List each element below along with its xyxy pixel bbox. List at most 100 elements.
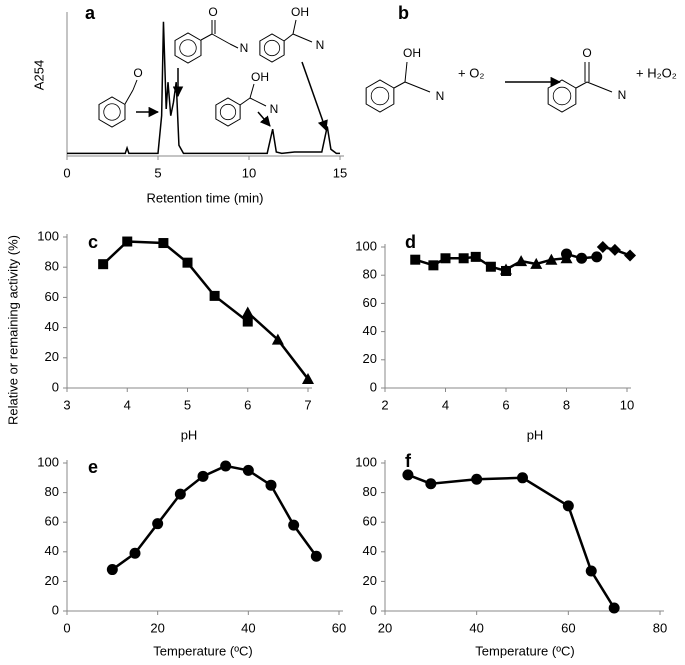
x-tick-label: 8 xyxy=(563,397,570,412)
marker xyxy=(517,472,528,484)
y-tick-label: 80 xyxy=(45,484,59,499)
panel-label: a xyxy=(85,3,96,23)
x-tick-label: 0 xyxy=(63,165,70,180)
panel-label: b xyxy=(398,3,409,23)
bond xyxy=(292,19,297,35)
x-tick-label: 7 xyxy=(304,397,311,412)
marker xyxy=(485,261,496,272)
x-tick-label: 15 xyxy=(333,165,347,180)
x-tick-label: 10 xyxy=(620,397,634,412)
series-line xyxy=(407,473,616,609)
y-tick-label: 100 xyxy=(355,238,377,253)
atom-label: N xyxy=(618,88,627,102)
x-tick-label: 5 xyxy=(154,165,161,180)
x-axis-label: Temperature (ºC) xyxy=(475,643,574,658)
atom-label: N xyxy=(240,41,249,55)
marker xyxy=(209,290,220,301)
marker xyxy=(410,254,421,265)
atom-label: N xyxy=(316,38,325,52)
marker xyxy=(197,470,209,482)
y-tick-label: 60 xyxy=(45,514,59,529)
series-line xyxy=(102,240,249,323)
y-tick-label: 20 xyxy=(45,573,59,588)
atom-label: + H₂O₂ xyxy=(636,65,677,80)
arrow xyxy=(301,61,328,131)
marker xyxy=(608,243,621,256)
x-tick-label: 60 xyxy=(332,620,346,635)
ring-inner xyxy=(219,103,237,121)
marker xyxy=(562,500,574,512)
benzene-ring xyxy=(365,79,395,113)
y-tick-label: 100 xyxy=(37,454,59,469)
y-tick-label: 0 xyxy=(370,602,377,617)
y-tick-label: 0 xyxy=(52,379,59,394)
marker xyxy=(515,255,528,267)
marker xyxy=(624,249,637,262)
x-tick-label: 6 xyxy=(502,397,509,412)
y-tick-label: 20 xyxy=(363,351,377,366)
y-tick-label: 40 xyxy=(45,319,59,334)
marker xyxy=(425,478,437,490)
y-tick-label: 40 xyxy=(363,323,377,338)
bond xyxy=(404,61,408,83)
atom-label: O xyxy=(133,66,142,80)
bond xyxy=(249,83,255,99)
panel-label: c xyxy=(88,232,98,252)
ring-inner xyxy=(370,86,390,106)
arrow xyxy=(257,111,271,127)
x-tick-label: 40 xyxy=(469,620,483,635)
atom-label: N xyxy=(436,89,445,103)
marker xyxy=(428,260,439,271)
y-tick-label: 60 xyxy=(363,295,377,310)
marker xyxy=(129,547,141,559)
x-tick-label: 2 xyxy=(381,397,388,412)
x-tick-label: 0 xyxy=(63,620,70,635)
series-line xyxy=(111,464,318,571)
benzene-ring xyxy=(174,32,202,64)
marker xyxy=(242,464,254,476)
bond xyxy=(292,33,313,43)
marker xyxy=(152,518,164,530)
marker xyxy=(310,550,322,562)
y-tick-label: 0 xyxy=(52,602,59,617)
marker xyxy=(500,263,512,275)
bond xyxy=(132,79,138,91)
x-axis-label: pH xyxy=(527,427,544,442)
marker xyxy=(471,473,483,485)
atom-label: N xyxy=(270,102,279,116)
x-tick-label: 60 xyxy=(561,620,575,635)
trace xyxy=(67,21,340,155)
ring-inner xyxy=(263,39,281,57)
benzene-ring xyxy=(98,96,126,128)
x-tick-label: 6 xyxy=(244,397,251,412)
marker xyxy=(458,253,469,264)
panel-label: e xyxy=(88,457,98,477)
atom-label: OH xyxy=(251,70,269,84)
y-tick-label: 100 xyxy=(355,454,377,469)
y-axis-label: A254 xyxy=(31,60,46,90)
marker xyxy=(98,259,109,270)
y-tick-label: 80 xyxy=(363,267,377,282)
marker xyxy=(302,372,314,384)
bond xyxy=(249,97,267,107)
bond xyxy=(229,43,239,49)
ring-inner xyxy=(552,86,572,106)
x-tick-label: 80 xyxy=(653,620,667,635)
marker xyxy=(545,253,558,265)
y-tick-label: 40 xyxy=(363,543,377,558)
y-tick-label: 100 xyxy=(37,228,59,243)
atom-label: + O₂ xyxy=(458,65,484,80)
atom-label: OH xyxy=(403,46,421,60)
x-axis-label: pH xyxy=(181,427,198,442)
marker xyxy=(106,564,118,576)
bond xyxy=(586,81,613,93)
bond xyxy=(393,81,406,89)
benzene-ring xyxy=(259,33,285,63)
marker xyxy=(242,316,253,327)
marker xyxy=(470,251,481,262)
x-tick-label: 3 xyxy=(63,397,70,412)
x-tick-label: 4 xyxy=(124,397,131,412)
y-axis-label: Relative or remaining activity (%) xyxy=(5,235,20,425)
y-tick-label: 60 xyxy=(363,514,377,529)
